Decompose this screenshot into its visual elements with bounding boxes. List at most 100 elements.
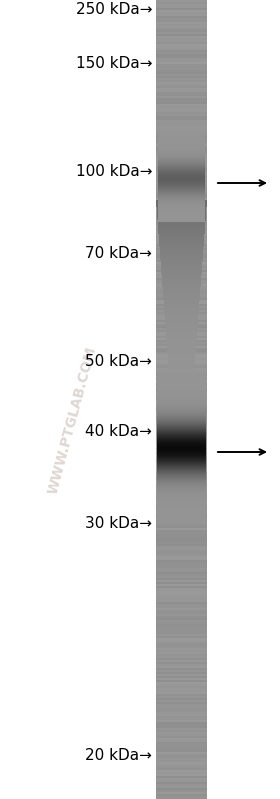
Bar: [157, 431, 206, 432]
Bar: [156, 26, 207, 28]
Bar: [156, 766, 207, 768]
Bar: [167, 350, 196, 351]
Bar: [158, 196, 205, 197]
Bar: [156, 410, 207, 412]
Bar: [157, 499, 206, 500]
Bar: [156, 156, 207, 158]
Bar: [158, 226, 205, 227]
Bar: [164, 302, 199, 303]
Bar: [157, 446, 206, 447]
Bar: [157, 488, 206, 489]
Bar: [156, 201, 207, 202]
Bar: [156, 214, 207, 216]
Bar: [158, 216, 205, 217]
Bar: [168, 357, 195, 358]
Bar: [156, 694, 207, 696]
Bar: [157, 473, 206, 474]
Bar: [156, 368, 207, 370]
Bar: [157, 383, 206, 384]
Bar: [156, 392, 207, 394]
Bar: [156, 400, 207, 402]
Bar: [166, 335, 197, 336]
Bar: [156, 250, 207, 252]
Bar: [156, 316, 207, 318]
Bar: [158, 159, 205, 160]
Bar: [157, 217, 206, 218]
Bar: [156, 434, 207, 436]
Bar: [162, 277, 201, 278]
Bar: [156, 332, 207, 334]
Bar: [158, 232, 205, 233]
Bar: [159, 236, 204, 237]
Bar: [157, 497, 206, 498]
Bar: [156, 208, 207, 210]
Bar: [156, 142, 207, 144]
Bar: [156, 304, 207, 306]
Bar: [157, 395, 206, 396]
Bar: [156, 706, 207, 708]
Bar: [157, 392, 206, 393]
Bar: [156, 80, 207, 82]
Bar: [156, 596, 207, 598]
Bar: [163, 294, 200, 295]
Bar: [156, 472, 207, 474]
Bar: [156, 742, 207, 744]
Bar: [156, 576, 207, 578]
Bar: [156, 474, 207, 476]
Bar: [157, 437, 206, 438]
Bar: [156, 90, 207, 92]
Bar: [156, 78, 207, 80]
Bar: [156, 518, 207, 520]
Bar: [158, 180, 205, 181]
Bar: [156, 684, 207, 686]
Bar: [156, 72, 207, 74]
Bar: [156, 276, 207, 278]
Text: 70 kDa→: 70 kDa→: [85, 247, 152, 261]
Bar: [156, 548, 207, 550]
Bar: [156, 102, 207, 104]
Bar: [158, 147, 205, 148]
Bar: [156, 454, 207, 456]
Bar: [157, 483, 206, 484]
Bar: [166, 338, 197, 339]
Bar: [156, 670, 207, 672]
Bar: [156, 496, 207, 498]
Bar: [156, 590, 207, 592]
Bar: [156, 8, 207, 10]
Bar: [156, 722, 207, 724]
Bar: [167, 353, 195, 354]
Bar: [156, 522, 207, 524]
Bar: [158, 203, 205, 204]
Bar: [162, 275, 201, 276]
Bar: [158, 218, 205, 219]
Bar: [157, 494, 206, 495]
Bar: [156, 726, 207, 728]
Bar: [156, 200, 207, 201]
Bar: [158, 234, 204, 235]
Bar: [158, 179, 205, 180]
Bar: [156, 116, 207, 118]
Bar: [156, 340, 207, 342]
Bar: [158, 225, 205, 226]
Bar: [158, 233, 204, 234]
Bar: [157, 505, 206, 506]
Bar: [156, 416, 207, 418]
Bar: [157, 391, 206, 392]
Bar: [162, 283, 201, 284]
Bar: [161, 262, 202, 263]
Bar: [156, 618, 207, 620]
Bar: [156, 298, 207, 300]
Bar: [156, 178, 207, 180]
Bar: [158, 142, 205, 143]
Bar: [156, 36, 207, 38]
Bar: [156, 236, 207, 238]
Bar: [156, 28, 207, 30]
Bar: [156, 758, 207, 760]
Bar: [156, 760, 207, 762]
Bar: [157, 456, 206, 457]
Bar: [156, 98, 207, 100]
Bar: [156, 130, 207, 132]
Bar: [156, 608, 207, 610]
Bar: [156, 240, 207, 242]
Bar: [156, 262, 207, 264]
